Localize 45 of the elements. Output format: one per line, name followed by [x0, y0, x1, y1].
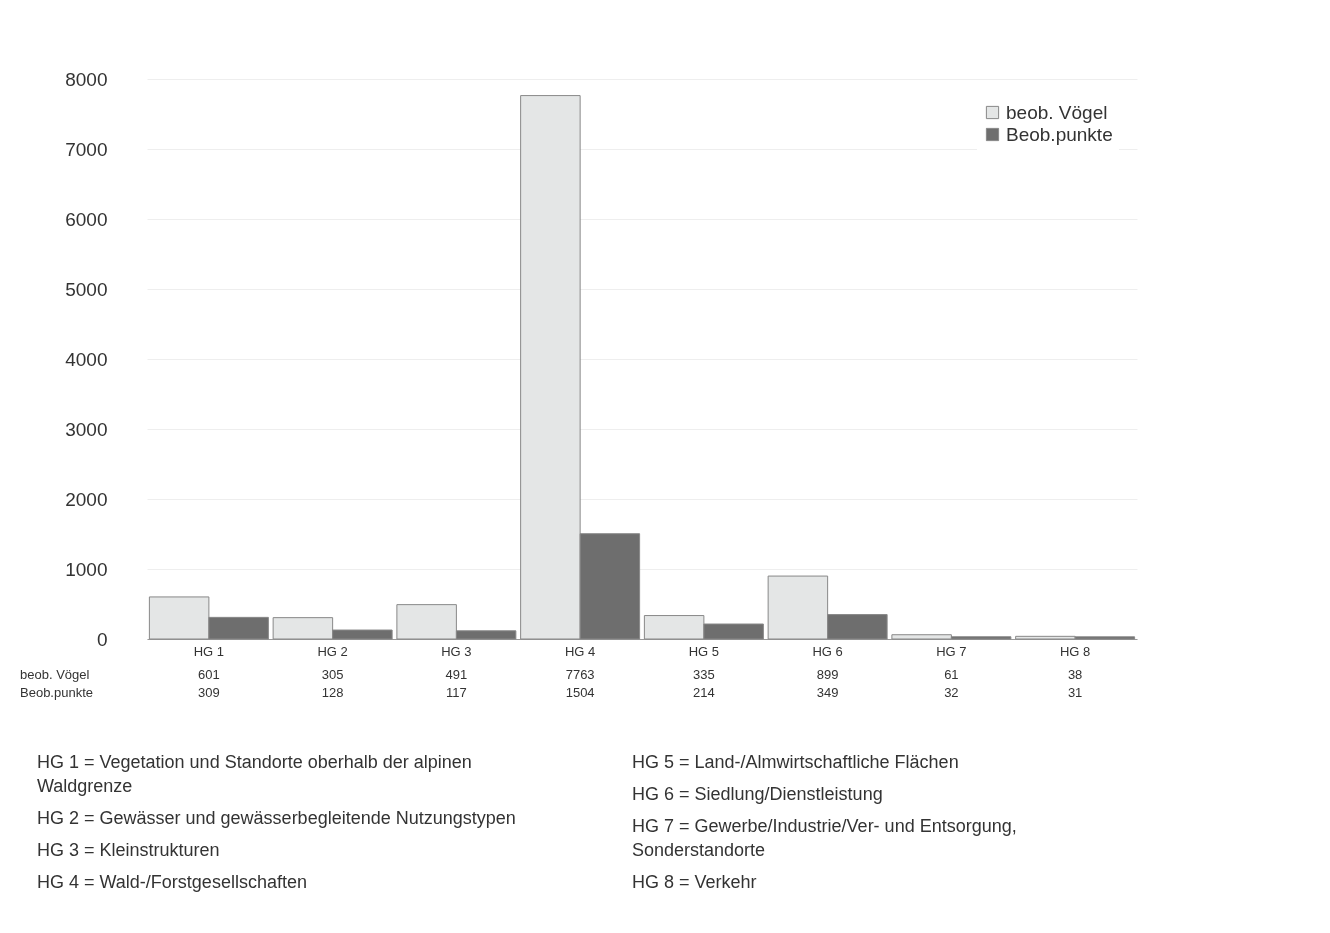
data-label: 305: [321, 667, 344, 682]
data-label: 491: [445, 667, 468, 682]
text: HG 2 = Gewässer und gewässerbegleitende Nutzungstypen: [37, 808, 516, 828]
x-tick-label: HG 6: [812, 643, 843, 659]
x-tick-label: HG 4: [564, 643, 596, 659]
text: HG 6 = Siedlung/Dienstleistung: [632, 784, 883, 804]
text: HG 3 = Kleinstrukturen: [37, 840, 220, 860]
y-tick-label: 5000: [65, 278, 108, 300]
y-tick-label: 1000: [65, 558, 108, 580]
legend-label: Beob.punkte: [1006, 123, 1113, 145]
x-tick-label: HG 1: [193, 643, 225, 659]
text: HG 7 = Gewerbe/Industrie/Ver- und Entsorgung, Sonderstandorte: [632, 816, 1017, 860]
y-tick-label: 2000: [65, 488, 108, 510]
x-tick-label: HG 3: [441, 643, 472, 659]
x-tick-label: HG 8: [1059, 643, 1091, 659]
data-label: 601: [198, 667, 220, 682]
y-tick-label: 7000: [65, 138, 108, 160]
text: HG 1 = Vegetation und Standorte oberhalb der alpinen Waldgrenze: [37, 752, 472, 796]
legend-label: beob. Vögel: [1006, 101, 1108, 123]
text: HG 5 = Land-/Almwirtschaftliche Flächen: [632, 752, 959, 772]
data-label: 214: [693, 685, 715, 700]
text: HG 8 = Verkehr: [632, 872, 757, 892]
data-label: 309: [198, 685, 220, 700]
y-tick-label: 3000: [65, 418, 108, 440]
text: Beob.punkte: [20, 685, 94, 700]
data-label: 31: [1067, 685, 1083, 700]
data-label: 128: [321, 685, 344, 700]
x-tick-label: HG 5: [688, 643, 720, 659]
data-label: 117: [446, 685, 467, 700]
x-tick-label: HG 7: [936, 643, 967, 659]
text: beob. Vögel: [20, 667, 90, 682]
data-label: 38: [1067, 667, 1083, 682]
data-label: 7763: [565, 667, 595, 682]
data-label: 32: [944, 685, 959, 700]
y-tick-label: 8000: [65, 68, 108, 90]
data-label: 1504: [565, 685, 595, 700]
x-tick-label: HG 2: [317, 643, 348, 659]
data-label: 899: [816, 667, 839, 682]
data-label: 335: [693, 667, 715, 682]
y-tick-label: 0: [96, 628, 108, 650]
y-tick-label: 6000: [65, 208, 108, 230]
data-label: 349: [816, 685, 839, 700]
text: HG 4 = Wald-/Forstgesellschaften: [37, 872, 307, 892]
y-tick-label: 4000: [65, 348, 108, 370]
data-label: 61: [944, 667, 959, 682]
